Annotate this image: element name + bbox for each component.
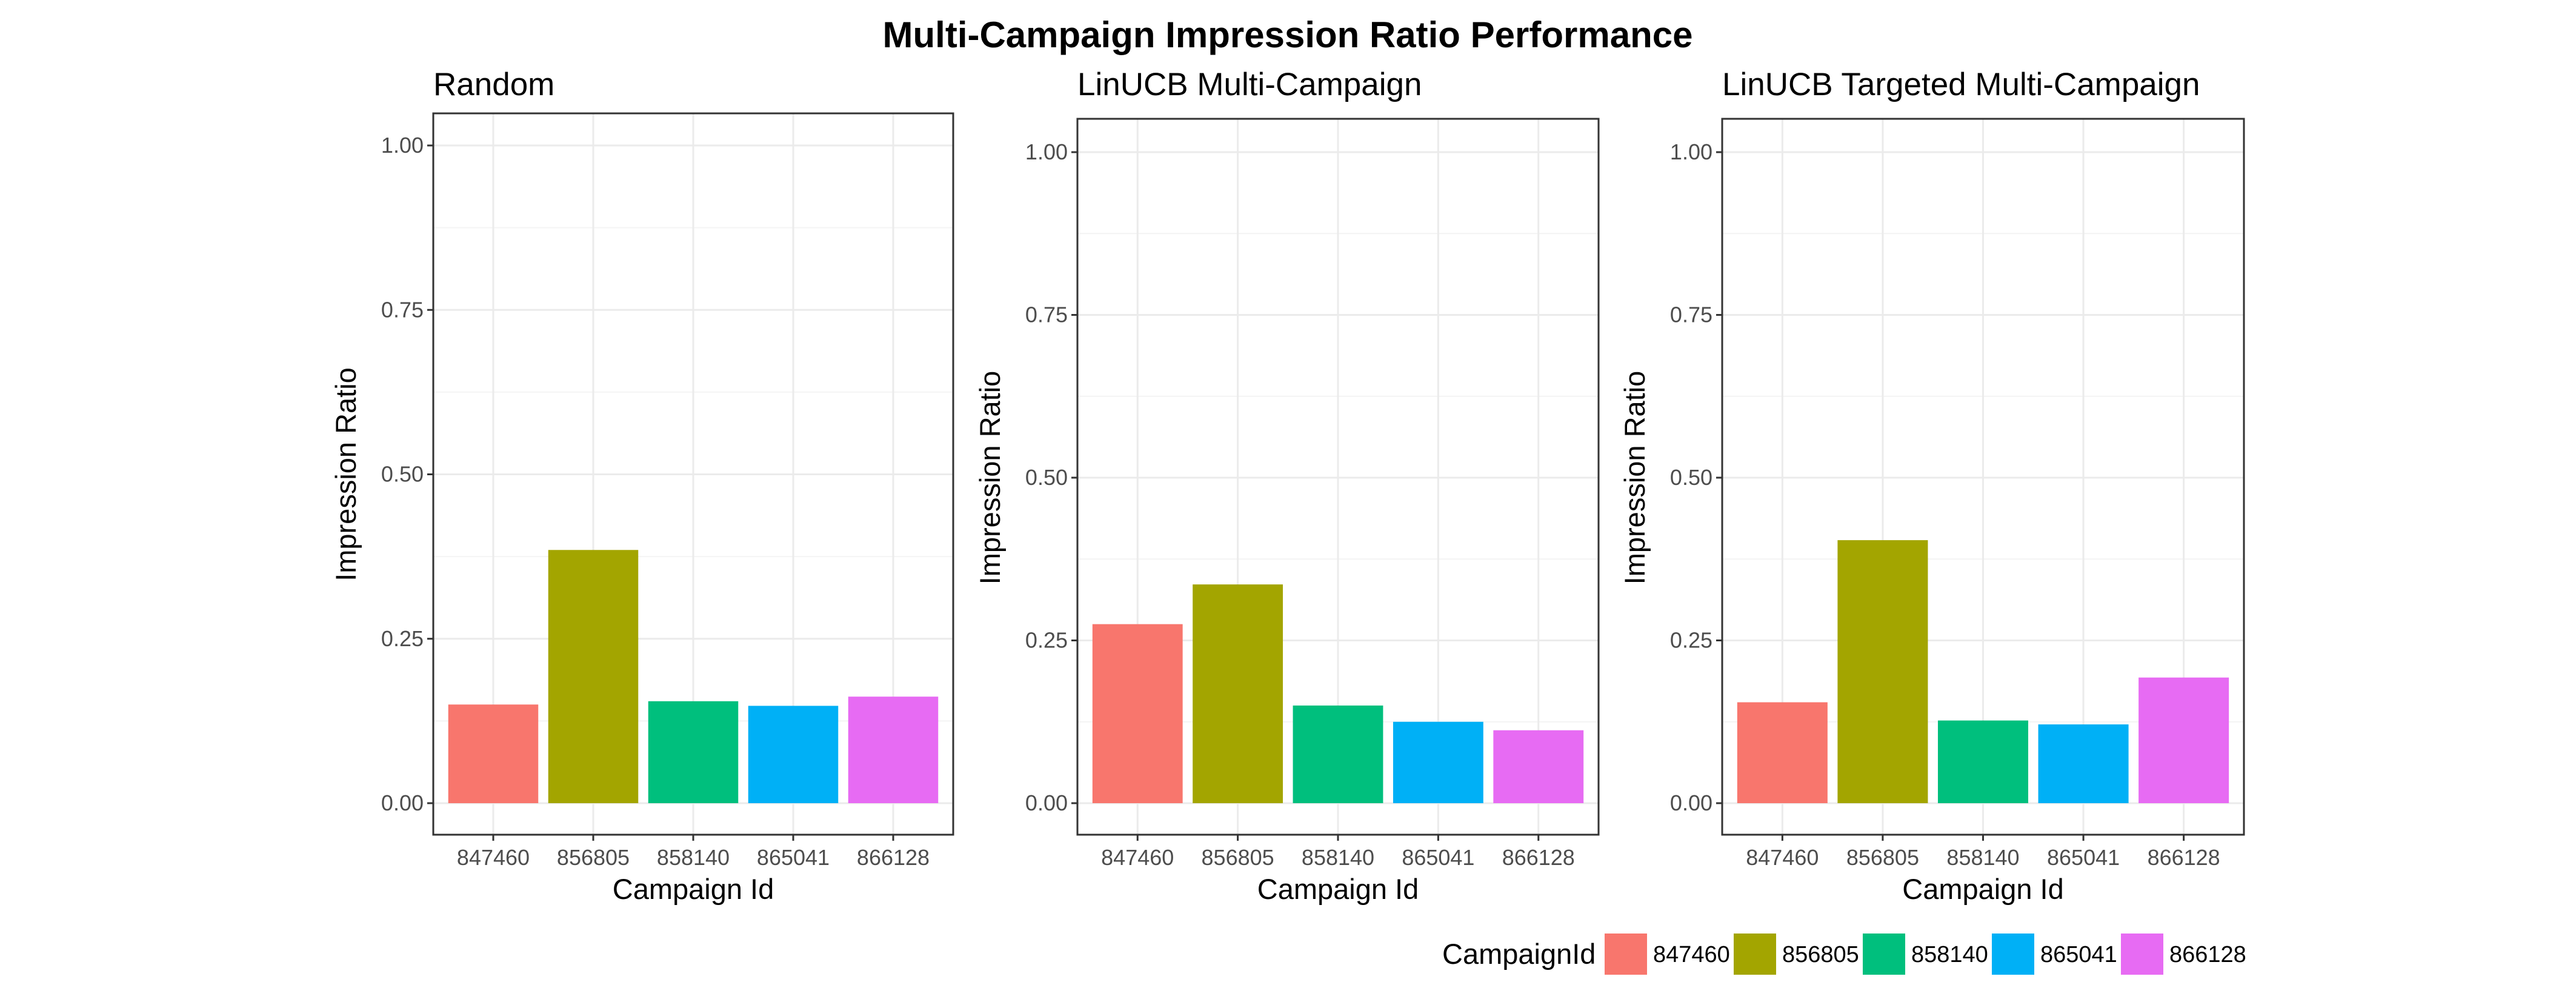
legend-label: 856805 — [1782, 942, 1859, 967]
x-axis-title: Campaign Id — [613, 873, 774, 905]
panel-random: 0.00 0.25 0.50 0.75 1.00 847460 856805 858140 86… — [330, 67, 954, 905]
bar-847460 — [1737, 702, 1828, 803]
bar-858140 — [648, 701, 739, 803]
legend-title: CampaignId — [1442, 938, 1596, 970]
y-tick-label: 0.75 — [381, 297, 424, 322]
y-tick-label: 0.25 — [381, 626, 424, 651]
bar-865041 — [2038, 724, 2129, 803]
bar-847460 — [448, 704, 539, 803]
x-axis-title: Campaign Id — [1257, 873, 1419, 905]
main-title: Multi-Campaign Impression Ratio Performa… — [883, 15, 1693, 55]
y-tick-label: 1.00 — [381, 133, 424, 158]
legend-key-865041 — [1992, 934, 2034, 975]
x-tick-label: 847460 — [457, 845, 530, 870]
panel-linucb-targeted-multi-campaign: 0.00 0.25 0.50 0.75 1.00 847460 856805 858140 86… — [1619, 67, 2245, 905]
panel-linucb-multi-campaign: 0.00 0.25 0.50 0.75 1.00 847460 856805 858140 86… — [974, 67, 1600, 905]
y-tick-label: 0.00 — [381, 790, 424, 815]
legend-key-858140 — [1863, 934, 1905, 975]
x-tick-label: 856805 — [1846, 845, 1919, 870]
x-tick-label: 866128 — [2148, 845, 2220, 870]
bar-856805 — [1193, 584, 1283, 803]
x-tick-label: 858140 — [1302, 845, 1374, 870]
bar-865041 — [748, 706, 839, 803]
legend-label: 865041 — [2040, 942, 2117, 967]
x-tick-label: 847460 — [1101, 845, 1174, 870]
x-tick-label: 858140 — [1946, 845, 2019, 870]
x-tick-label: 856805 — [557, 845, 630, 870]
y-tick-label: 1.00 — [1025, 139, 1068, 164]
y-tick-label: 0.50 — [381, 462, 424, 487]
bar-866128 — [848, 696, 939, 803]
legend-label: 847460 — [1653, 942, 1730, 967]
x-tick-label: 865041 — [1402, 845, 1474, 870]
x-tick-label: 858140 — [657, 845, 730, 870]
legend-label: 866128 — [2169, 942, 2246, 967]
legend: CampaignId 847460 856805 858140 865041 866128 — [1442, 934, 2246, 975]
x-tick-label: 866128 — [1502, 845, 1575, 870]
x-axis-title: Campaign Id — [1902, 873, 2064, 905]
y-tick-label: 0.25 — [1025, 628, 1068, 653]
y-tick-label: 0.50 — [1025, 465, 1068, 490]
bar-858140 — [1937, 720, 2029, 803]
y-tick-label: 0.75 — [1025, 302, 1068, 327]
y-tick-label: 0.00 — [1670, 790, 1712, 815]
panel-title: LinUCB Multi-Campaign — [1077, 67, 1422, 102]
panel-title: Random — [433, 67, 554, 102]
y-tick-label: 0.50 — [1670, 465, 1712, 490]
legend-key-866128 — [2121, 934, 2163, 975]
y-tick-label: 0.75 — [1670, 302, 1712, 327]
x-tick-label: 865041 — [757, 845, 830, 870]
x-tick-label: 847460 — [1746, 845, 1819, 870]
bar-858140 — [1293, 705, 1383, 803]
y-tick-label: 1.00 — [1670, 139, 1712, 164]
x-tick-label: 866128 — [857, 845, 930, 870]
panel-title: LinUCB Targeted Multi-Campaign — [1722, 67, 2200, 102]
bar-866128 — [1493, 730, 1584, 803]
y-tick-label: 0.00 — [1025, 790, 1068, 815]
legend-label: 858140 — [1911, 942, 1988, 967]
bar-856805 — [548, 550, 639, 803]
y-tick-label: 0.25 — [1670, 628, 1712, 653]
y-axis-title: Impression Ratio — [330, 367, 362, 581]
legend-key-856805 — [1734, 934, 1776, 975]
bar-865041 — [1393, 721, 1483, 803]
y-axis-title: Impression Ratio — [974, 371, 1006, 585]
y-axis-title: Impression Ratio — [1619, 371, 1651, 585]
bar-856805 — [1837, 540, 1928, 803]
x-tick-label: 865041 — [2047, 845, 2120, 870]
x-tick-label: 856805 — [1202, 845, 1274, 870]
legend-key-847460 — [1605, 934, 1647, 975]
bar-847460 — [1092, 624, 1183, 803]
bar-866128 — [2138, 677, 2229, 803]
